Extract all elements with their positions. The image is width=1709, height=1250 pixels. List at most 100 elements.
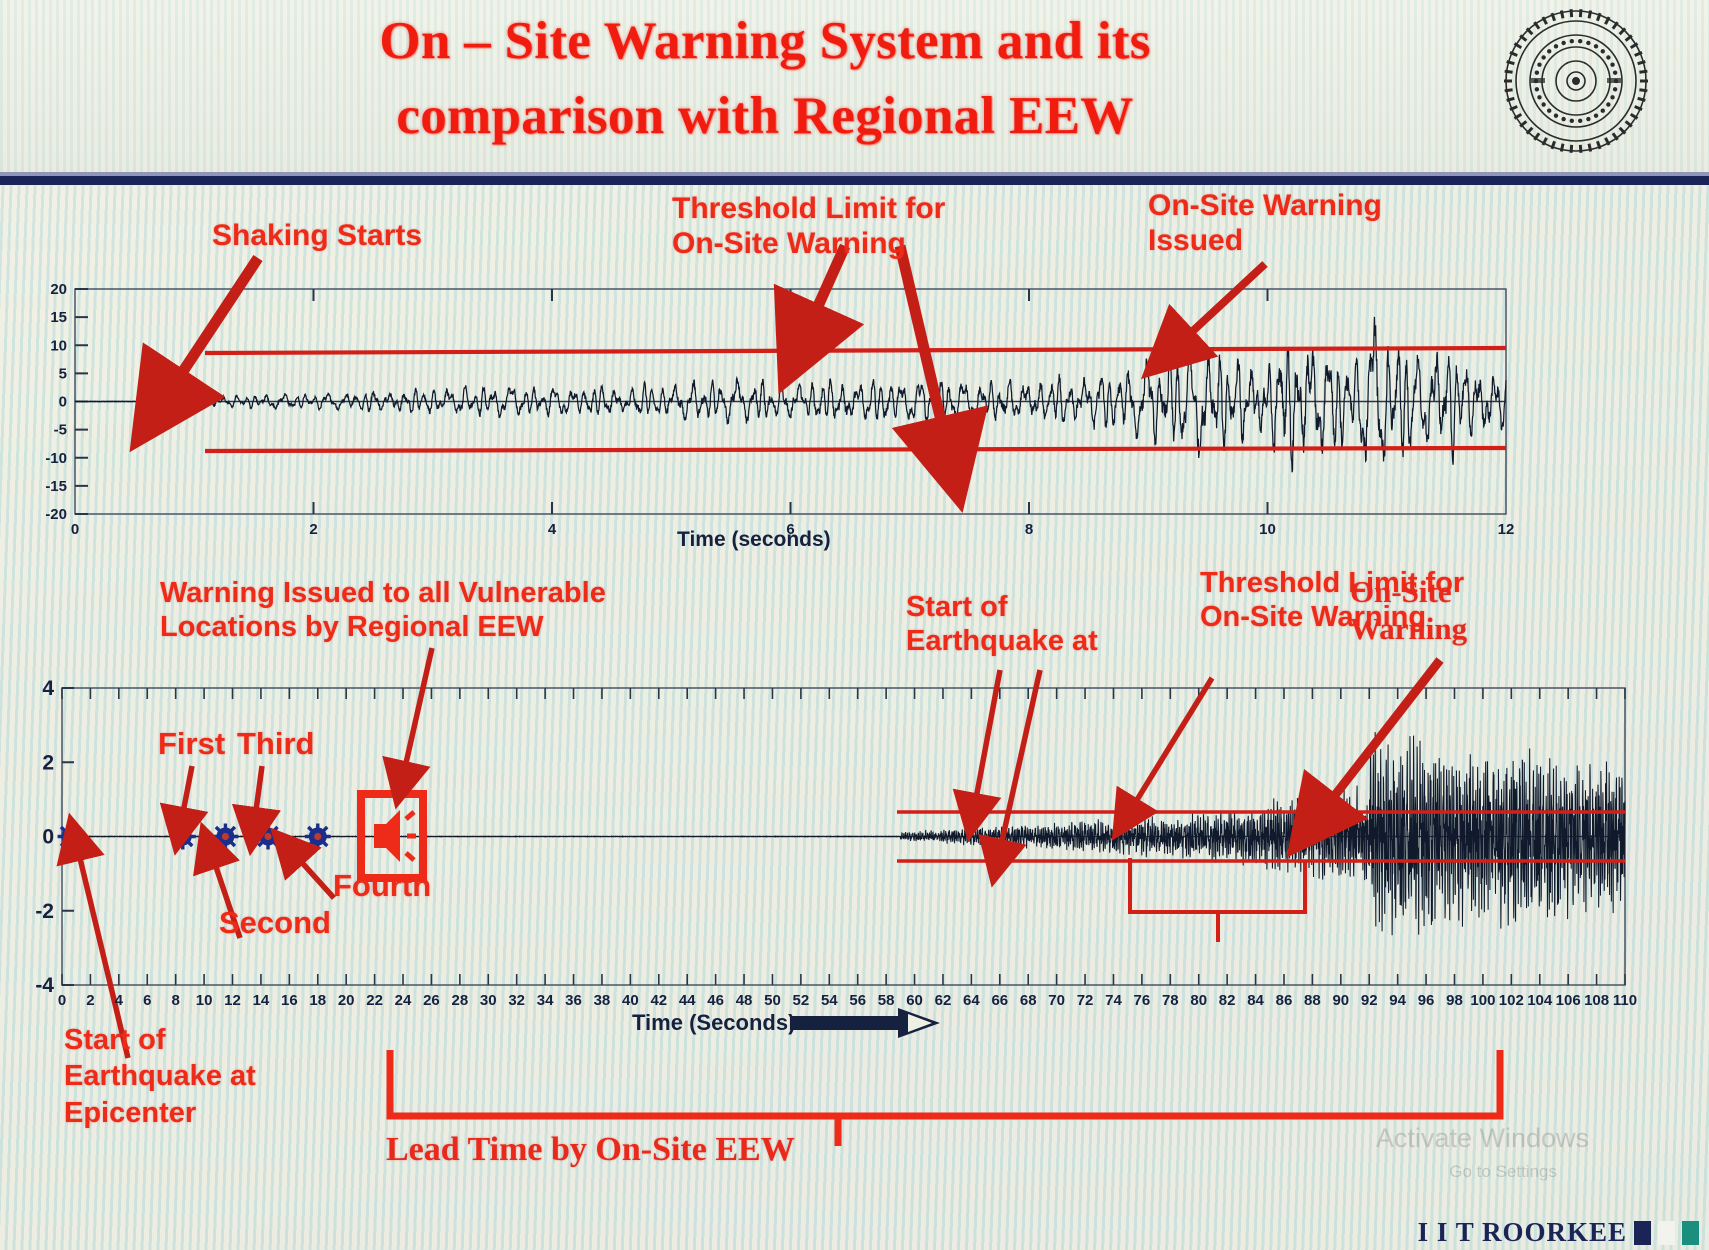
annotation-threshold-limit-bottom: Start of Earthquake at <box>906 591 1098 658</box>
xtick-label: 12 <box>224 992 241 1009</box>
annotation-s-wave-arrival: On-Site Warning <box>1350 574 1468 646</box>
annotation-second: Second <box>219 905 331 940</box>
xtick-label: 90 <box>1332 992 1350 1009</box>
brand-swatch-navy <box>1634 1220 1651 1245</box>
footer-brand: I I T ROORKEE <box>1418 1217 1699 1248</box>
first-station <box>169 823 196 850</box>
threshold-line-upper <box>204 345 1507 356</box>
xtick-label: 18 <box>309 992 327 1009</box>
start-of-earthquake <box>57 823 84 850</box>
svg-text:10: 10 <box>1259 521 1276 538</box>
xtick-label: 4 <box>114 992 123 1009</box>
xtick-label: 98 <box>1446 992 1463 1009</box>
xtick-label: 34 <box>536 992 554 1009</box>
annotation-start-of-earthquake-block: Start of Earthquake at Epicenter <box>64 1024 256 1129</box>
bracket-lead-time-regional <box>386 1050 1504 1146</box>
threshold-line-lower <box>204 445 1507 454</box>
xtick-label: 36 <box>565 992 582 1009</box>
brand-swatch-teal <box>1682 1220 1699 1245</box>
xtick-label: 110 <box>1612 992 1638 1009</box>
xtick-label: 38 <box>593 992 611 1009</box>
chart-bottom-xlabel: Time (Seconds) <box>632 1010 796 1035</box>
svg-text:4: 4 <box>548 521 557 538</box>
label-lead-time-regional: Lead Time by On-Site EEW <box>386 1131 795 1168</box>
second-station <box>212 823 239 850</box>
xtick-label: 58 <box>877 992 895 1009</box>
xtick-label: 56 <box>849 992 867 1009</box>
xtick-label: 44 <box>678 992 696 1009</box>
svg-text:2: 2 <box>309 521 317 538</box>
svg-text:-5: -5 <box>54 422 67 439</box>
svg-text:4: 4 <box>42 677 54 700</box>
activate-windows-watermark-line1: Activate Windows <box>1375 1123 1589 1153</box>
third-station <box>255 823 282 850</box>
xtick-label: 102 <box>1498 992 1524 1009</box>
xtick-label: 70 <box>1048 992 1065 1009</box>
xtick-label: 68 <box>1019 992 1037 1009</box>
xtick-label: 84 <box>1247 992 1264 1009</box>
xtick-label: 40 <box>622 992 639 1009</box>
xtick-label: 26 <box>423 992 440 1009</box>
bracket-lead-time-onsite <box>1128 858 1307 942</box>
page-title: On – Site Warning System and its compari… <box>120 4 1410 155</box>
xtick-label: 66 <box>991 992 1009 1009</box>
slide-header: On – Site Warning System and its compari… <box>0 0 1709 185</box>
xtick-label: 46 <box>707 992 724 1009</box>
xtick-label: 80 <box>1190 992 1208 1009</box>
annotation-third: Third <box>237 726 315 761</box>
svg-text:-15: -15 <box>45 478 67 495</box>
svg-text:-4: -4 <box>35 974 54 997</box>
xtick-label: 32 <box>508 992 526 1009</box>
xtick-label: 10 <box>195 992 213 1009</box>
arrow-shaking-starts <box>129 254 263 453</box>
annotation-threshold-limit-top: Threshold Limit for On-Site Warning <box>672 192 946 261</box>
svg-text:20: 20 <box>50 281 67 298</box>
svg-text:-10: -10 <box>45 450 67 467</box>
annotation-onsite-warning-issued-bottom: Threshold Limit for On-Site Warning <box>1200 567 1465 634</box>
xtick-label: 62 <box>934 992 952 1009</box>
page-title-line-1: On – Site Warning System and its <box>379 12 1151 70</box>
annotation-onsite-warning-issued-top: On-Site Warning Issued <box>1148 189 1382 258</box>
svg-text:6: 6 <box>786 521 794 538</box>
xtick-label: 24 <box>394 992 412 1009</box>
fourth-station <box>304 823 331 850</box>
xtick-label: 88 <box>1304 992 1321 1009</box>
xtick-label: 96 <box>1417 992 1435 1009</box>
xtick-label: 76 <box>1133 992 1151 1009</box>
xtick-label: 94 <box>1389 992 1406 1009</box>
xtick-label: 52 <box>792 992 810 1009</box>
iit-roorkee-logo-icon <box>1501 6 1651 156</box>
annotation-fourth: Fourth <box>333 868 432 903</box>
chart-bottom-canvas: 4 20 -2 -4 <box>35 647 1626 1059</box>
arrow-threshold-lower <box>891 244 989 513</box>
page-title-line-2: comparison with Regional EEW <box>396 87 1134 146</box>
arrow-start-of-earthquake <box>56 812 131 1059</box>
arrow-onsite-warning-issued <box>1140 261 1268 380</box>
xtick-label: 82 <box>1218 992 1236 1009</box>
xtick-label: 64 <box>963 992 980 1009</box>
xtick-label: 8 <box>171 992 180 1009</box>
time-direction-arrow-icon <box>790 1008 940 1038</box>
chart-bottom: Warning Issued to all Vulnerable Locatio… <box>0 560 1709 1250</box>
arrow-threshold-upper <box>773 243 865 395</box>
svg-text:-2: -2 <box>35 900 54 923</box>
svg-text:10: 10 <box>50 337 67 354</box>
arrow-fourth <box>270 827 337 900</box>
arrow-third <box>231 765 281 857</box>
xtick-label: 30 <box>479 992 497 1009</box>
xtick-label: 108 <box>1584 992 1610 1009</box>
xtick-label: 72 <box>1076 992 1094 1009</box>
xtick-label: 22 <box>366 992 383 1009</box>
annotation-regional-warning: Warning Issued to all Vulnerable Locatio… <box>160 577 606 644</box>
svg-text:0: 0 <box>42 826 54 849</box>
svg-text:12: 12 <box>1498 521 1515 538</box>
xtick-label: 20 <box>337 992 355 1009</box>
arrow-second <box>193 821 243 939</box>
xtick-label: 78 <box>1161 992 1179 1009</box>
svg-text:0: 0 <box>59 394 67 411</box>
xtick-label: 104 <box>1527 992 1553 1009</box>
svg-text:15: 15 <box>50 309 67 326</box>
activate-windows-watermark-line2: Go to Settings <box>1449 1162 1557 1181</box>
xtick-label: 106 <box>1555 992 1581 1009</box>
